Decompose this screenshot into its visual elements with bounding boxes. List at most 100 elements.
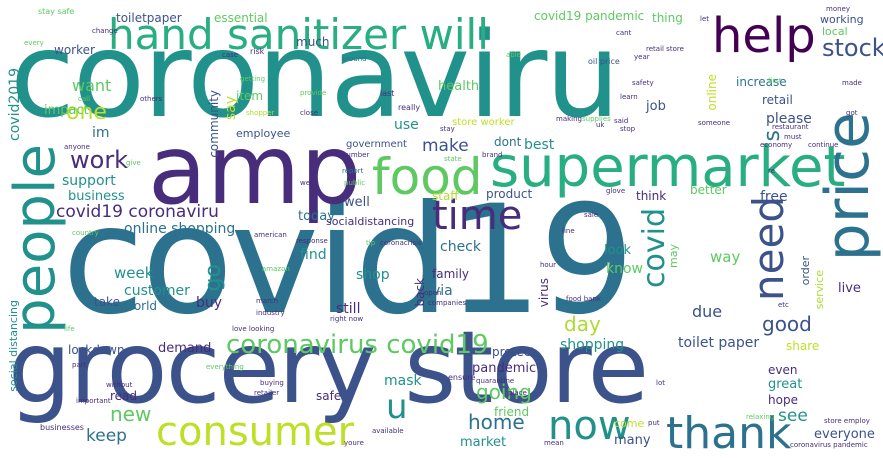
word-now: now <box>548 403 631 449</box>
word-uk: uk <box>596 121 605 129</box>
word-health: health <box>438 79 480 94</box>
word-better: better <box>690 183 727 197</box>
word-toiletpaper: toiletpaper <box>116 11 182 25</box>
word-continue: continue <box>808 141 839 149</box>
word-online-shopping: online shopping <box>124 221 236 237</box>
word-put: put <box>648 419 660 427</box>
word-work: work <box>70 146 129 174</box>
word-new: new <box>110 402 152 426</box>
word-thing: thing <box>652 11 683 25</box>
word-brand: brand <box>482 151 503 159</box>
word-open: open <box>424 289 442 297</box>
word-check: check <box>440 239 481 255</box>
word-mask: mask <box>384 373 422 389</box>
word-great: great <box>768 377 803 392</box>
word-good: good <box>762 312 812 336</box>
word-consumer: consumer <box>156 409 355 455</box>
word-covid2019: covid2019 <box>7 68 23 141</box>
word-year: year <box>634 53 650 61</box>
word-price: price <box>813 112 883 262</box>
word-come: come <box>614 417 645 430</box>
word-around: around <box>342 55 367 63</box>
word-virus: virus <box>537 278 551 308</box>
word-covid19-pandemic: covid19 pandemic <box>534 9 645 23</box>
word-oil-price: oil price <box>588 57 620 66</box>
word-mean: mean <box>544 439 564 447</box>
word-hope: hope <box>768 393 798 407</box>
word-friend: friend <box>494 405 530 419</box>
word-u: u <box>386 387 408 427</box>
word-live: live <box>838 281 861 296</box>
word-impact: impact <box>44 103 89 118</box>
word-coronacrisis: coronacrisis <box>380 239 422 247</box>
word-need: need <box>744 196 793 301</box>
word-read: read <box>110 389 138 403</box>
word-use: use <box>394 117 419 133</box>
word-food: food <box>372 148 483 206</box>
word-lockdown: lockdown <box>68 343 125 357</box>
word-industry: industry <box>256 309 285 317</box>
word-part: part <box>72 361 87 369</box>
word-covid: covid <box>637 208 672 288</box>
word-amazon: amazon <box>262 265 290 273</box>
word-economy: economy <box>760 141 793 149</box>
word-im: im <box>92 125 110 141</box>
word-safe: safe <box>316 389 342 403</box>
word-even: even <box>768 363 798 377</box>
word-please: please <box>766 111 812 127</box>
word-public: public <box>344 179 366 187</box>
word-number: number <box>342 151 370 159</box>
word-pandemic: pandemic <box>472 361 537 376</box>
word-s: s <box>760 130 785 142</box>
word-shopping: shopping <box>560 337 625 353</box>
word-case: case <box>222 51 239 59</box>
word-first: first <box>768 77 782 85</box>
word-getting: getting <box>240 75 266 83</box>
word-look: look <box>604 243 632 258</box>
word-covid19-coronaviru: covid19 coronaviru <box>56 202 219 222</box>
word-made: made <box>842 79 862 87</box>
word-money: money <box>826 5 850 13</box>
word-restaurant: restaurant <box>772 123 809 131</box>
word-glove: glove <box>606 187 626 195</box>
word-demand: demand <box>158 341 212 356</box>
word-still: still <box>336 301 361 317</box>
word-last: last <box>380 89 395 98</box>
word-today: today <box>298 209 335 224</box>
word-shopper: shopper <box>246 109 275 117</box>
word-everything: everything <box>206 363 244 371</box>
word-world: world <box>124 299 158 313</box>
word-service: service <box>813 270 826 310</box>
word-really: really <box>398 103 421 112</box>
word-lot: lot <box>656 379 665 387</box>
word-well: well <box>344 195 370 210</box>
word-grocery-store: grocery store <box>8 309 649 426</box>
word-love-looking: love looking <box>232 325 275 333</box>
word-increase: increase <box>736 75 787 89</box>
word-local: local <box>822 25 848 38</box>
word-retailer: retailer <box>254 389 280 397</box>
word-many: many <box>614 433 651 448</box>
word-food-bank: food bank <box>566 295 601 303</box>
word-day: day <box>564 312 601 336</box>
word-supermarket: supermarket <box>490 135 846 200</box>
word-cant: cant <box>616 29 632 37</box>
word-job: job <box>646 99 666 114</box>
word-give: give <box>126 159 141 167</box>
word-provide: provide <box>300 89 327 97</box>
word-making: making <box>556 115 582 123</box>
word-online: online <box>705 74 719 111</box>
word-much: much <box>296 35 330 49</box>
word-social-distancing: social distancing <box>7 300 20 392</box>
word-find: find <box>300 247 327 263</box>
word-every: every <box>24 39 44 47</box>
word-go: go <box>201 264 226 292</box>
word-coronavirus-covid19: coronavirus covid19 <box>226 330 489 360</box>
word-take: take <box>94 295 120 309</box>
word-stop: stop <box>620 125 636 133</box>
word-see: see <box>778 406 808 426</box>
word-able: able <box>506 51 521 59</box>
word-anyone: anyone <box>64 143 90 151</box>
word-home: home <box>468 410 525 434</box>
